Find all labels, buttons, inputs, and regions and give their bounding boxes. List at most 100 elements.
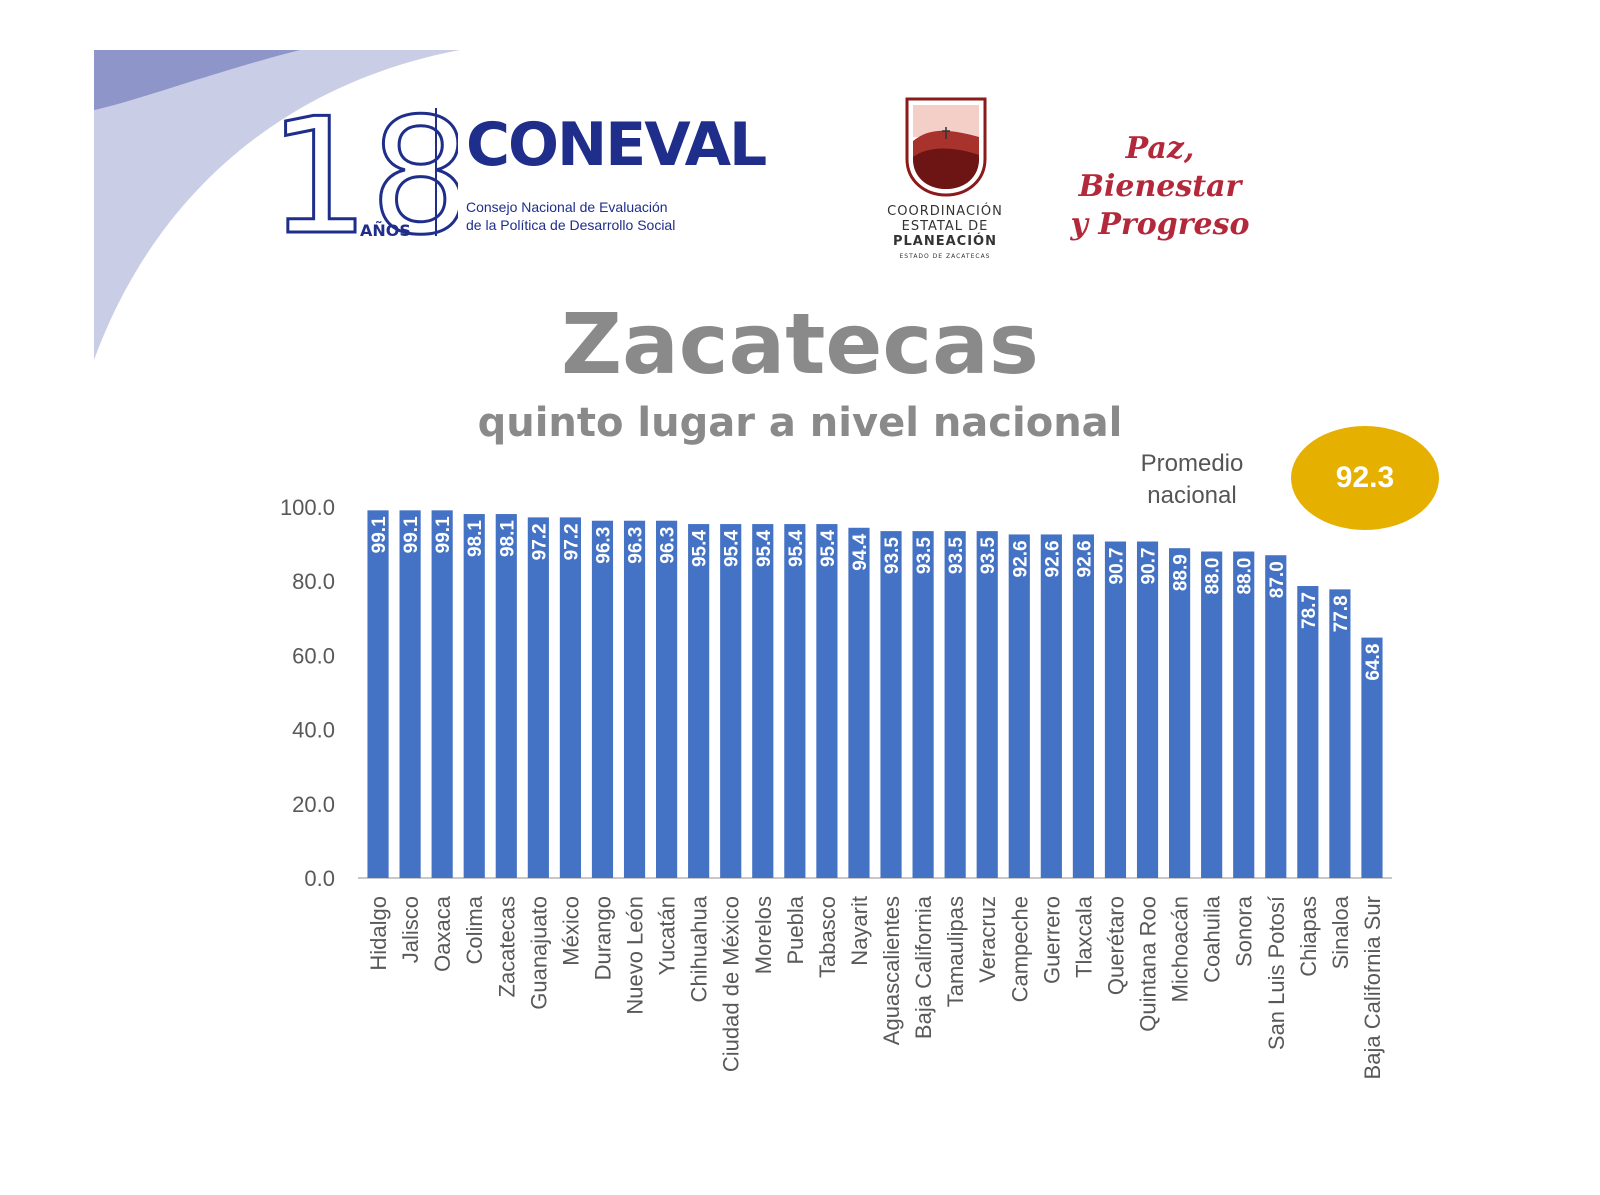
x-tick-label: Durango [590, 896, 615, 980]
bar-value-label: 94.4 [850, 533, 871, 570]
coord-line1: COORDINACIÓN [887, 204, 1003, 219]
bar [1329, 589, 1351, 878]
bar-value-label: 78.7 [1299, 592, 1320, 629]
coord-line2: ESTATAL DE [901, 219, 989, 234]
x-tick-label: Oaxaca [430, 895, 455, 972]
bar [784, 524, 806, 878]
x-tick-label: Quintana Roo [1136, 896, 1161, 1032]
y-tick-label: 80.0 [292, 569, 335, 594]
x-tick-label: Guerrero [1039, 896, 1064, 984]
bar-value-label: 93.5 [978, 537, 999, 574]
bar [752, 524, 774, 878]
bar-value-label: 96.3 [593, 527, 614, 564]
x-tick-label: Morelos [751, 896, 776, 974]
bar [1104, 541, 1127, 878]
coneval-logo-text: CONEVAL [466, 110, 767, 180]
bar [1169, 548, 1191, 878]
y-tick-label: 100.0 [280, 495, 335, 520]
bar [559, 517, 581, 878]
y-tick-label: 20.0 [292, 792, 335, 817]
x-tick-label: Nayarit [847, 896, 872, 966]
anniversary-number: 18 [268, 100, 458, 240]
x-tick-label: Tlaxcala [1071, 895, 1096, 978]
x-tick-label: Campeche [1007, 896, 1032, 1002]
bar-value-label: 95.4 [690, 530, 711, 567]
bar-value-label: 95.4 [786, 530, 807, 567]
x-tick-label: Coahuila [1200, 895, 1225, 983]
x-tick-label: Michoacán [1168, 896, 1193, 1002]
slogan-line1: Paz, Bienestar [1078, 131, 1242, 204]
bar-value-label: 87.0 [1267, 561, 1288, 598]
x-tick-label: Tamaulipas [943, 896, 968, 1007]
bar [399, 510, 421, 878]
bar-value-label: 90.7 [1106, 548, 1127, 585]
bar [816, 524, 838, 878]
bar [591, 520, 614, 878]
y-tick-label: 40.0 [292, 718, 335, 743]
x-tick-label: Chiapas [1296, 896, 1321, 977]
x-tick-label: Baja California [911, 895, 936, 1039]
bar [495, 514, 517, 878]
slogan-line2: y Progreso [1070, 207, 1250, 242]
bar-value-label: 95.4 [754, 530, 775, 567]
x-tick-label: México [558, 896, 583, 966]
x-tick-label: Guanajuato [526, 896, 551, 1010]
x-tick-label: Colima [462, 895, 487, 964]
bar-value-label: 96.3 [626, 527, 647, 564]
bar-value-label: 88.0 [1203, 558, 1224, 595]
bar-value-label: 99.1 [401, 516, 422, 553]
bar [623, 520, 646, 878]
bar-value-label: 77.8 [1331, 595, 1352, 632]
y-tick-label: 0.0 [304, 866, 335, 891]
x-tick-label: Tabasco [815, 896, 840, 978]
bar [1233, 551, 1255, 878]
x-tick-label: Querétaro [1103, 896, 1128, 995]
coordination-text: COORDINACIÓN ESTATAL DE PLANEACIÓN ESTAD… [870, 204, 1020, 264]
coord-line3: PLANEACIÓN [892, 234, 997, 249]
bar [656, 520, 678, 878]
bar-value-label: 98.1 [465, 520, 486, 557]
bar [976, 531, 998, 878]
x-tick-label: Aguascalientes [879, 896, 904, 1045]
x-tick-label: Sonora [1232, 895, 1257, 967]
bar [720, 524, 742, 878]
national-average-badge: 92.3 [1291, 426, 1439, 530]
bar [912, 531, 934, 878]
page-subtitle: quinto lugar a nivel nacional [477, 400, 1123, 446]
x-tick-label: Baja California Sur [1360, 896, 1385, 1079]
bar [367, 510, 389, 878]
coneval-line1: Consejo Nacional de Evaluación [466, 199, 668, 215]
bar-value-label: 96.3 [658, 527, 679, 564]
x-tick-label: Sinaloa [1328, 895, 1353, 969]
bar-value-label: 88.0 [1235, 558, 1256, 595]
anniversary-word: AÑOS [360, 221, 411, 240]
x-tick-label: San Luis Potosí [1264, 896, 1289, 1050]
bar-value-label: 99.1 [369, 516, 390, 553]
bar-value-label: 92.6 [1010, 540, 1031, 577]
x-tick-label: Chihuahua [687, 895, 712, 1002]
bar [527, 517, 549, 878]
bar-value-label: 64.8 [1363, 644, 1384, 681]
bar-value-label: 93.5 [914, 537, 935, 574]
bar [1297, 586, 1319, 878]
x-tick-label: Veracruz [975, 896, 1000, 983]
bar [1008, 534, 1030, 878]
national-average-label: Promedio nacional [1140, 450, 1244, 509]
bar-value-label: 93.5 [946, 537, 967, 574]
bar-value-label: 93.5 [882, 537, 903, 574]
bar-value-label: 95.4 [722, 530, 743, 567]
coord-line4: ESTADO DE ZACATECAS [899, 253, 991, 260]
bar [880, 531, 902, 878]
y-tick-label: 60.0 [292, 643, 335, 668]
bar [1072, 534, 1094, 878]
bar-value-label: 90.7 [1139, 548, 1160, 585]
x-tick-label: Jalisco [398, 896, 423, 963]
bar [431, 510, 453, 878]
bar-value-label: 98.1 [497, 520, 518, 557]
x-tick-label: Hidalgo [366, 896, 391, 971]
bar-value-label: 97.2 [529, 523, 550, 560]
x-tick-label: Puebla [783, 895, 808, 964]
coneval-line2: de la Política de Desarrollo Social [466, 217, 676, 233]
planning-seal-icon [905, 97, 987, 197]
